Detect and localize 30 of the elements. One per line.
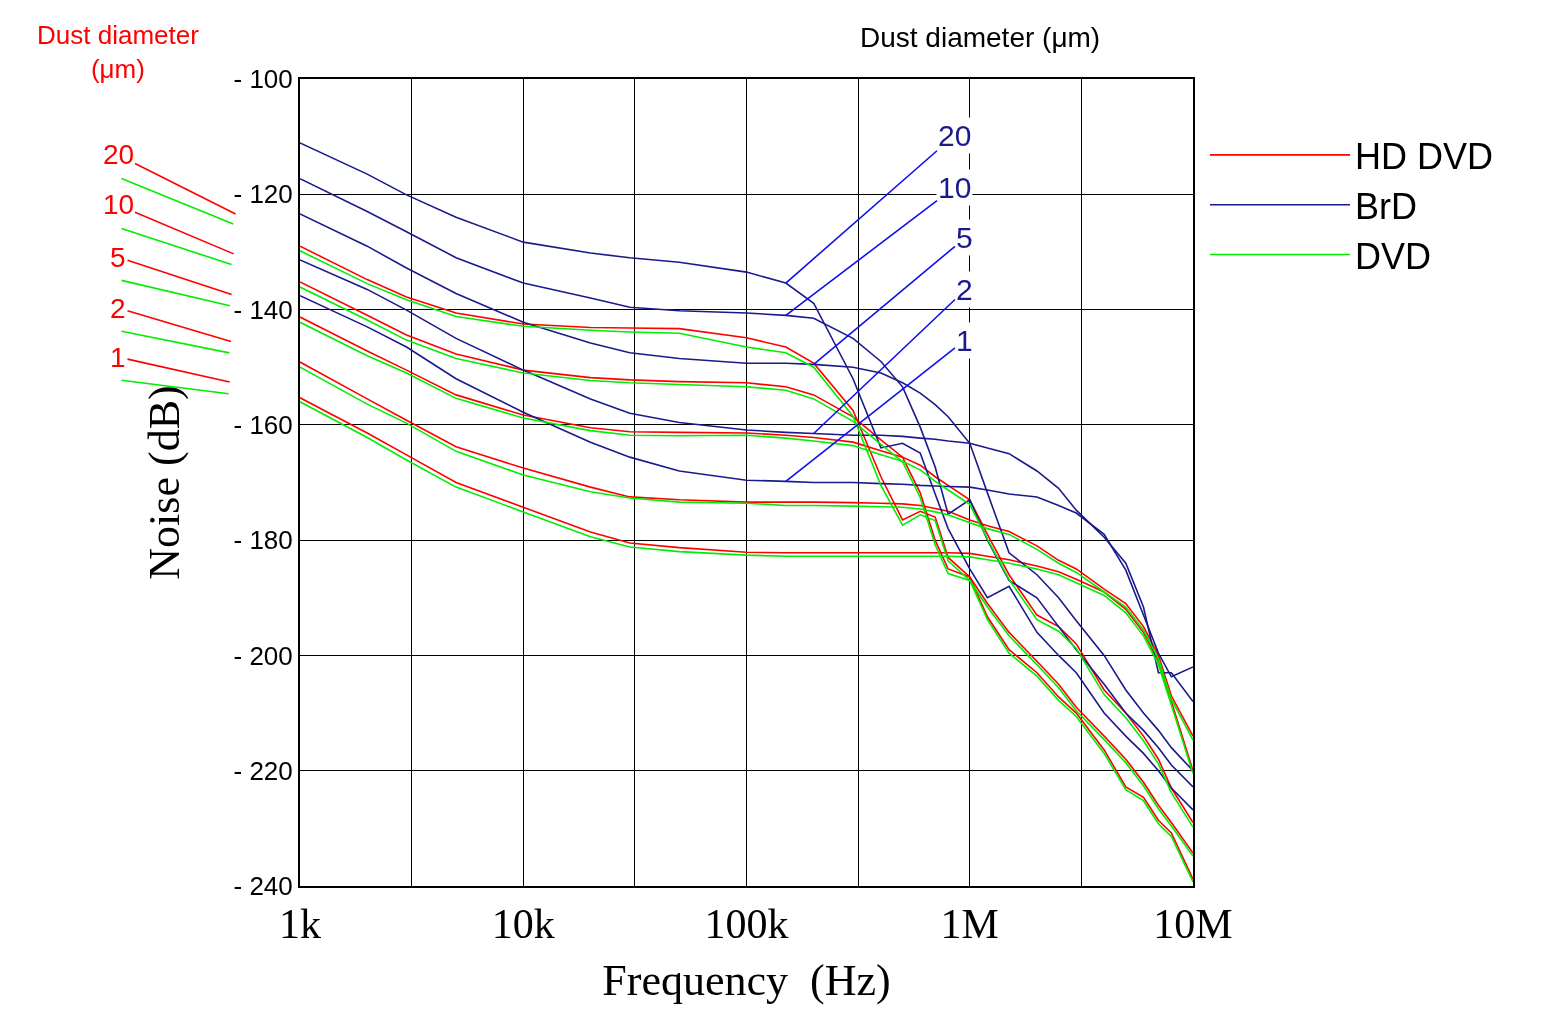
text: Dust diameter (μm) [860,22,1101,53]
y-tick-label: - 240 [233,871,293,902]
legend-label: BrD [1355,185,1417,227]
annotation: 1 [956,324,973,357]
annotation: 20 [938,119,972,152]
x-tick-label: 1k [279,901,321,948]
legend-label: HD DVD [1355,135,1494,177]
y-tick-label: - 100 [233,64,293,95]
x-tick-label: 10M [1153,901,1233,948]
text: Dust diameter (μm) [37,20,200,84]
y-tick-label: - 220 [233,755,293,786]
annotation: 2 [956,273,973,306]
annotation: 5 [110,242,126,273]
annotation: 5 [956,221,973,254]
legend-label: DVD [1355,235,1432,277]
y-tick-label: - 200 [233,640,293,671]
x-tick-label: 100k [704,901,789,948]
y-tick-label: - 180 [233,525,293,556]
x-tick-label: 1M [940,901,999,948]
y-tick-label: - 120 [233,179,293,210]
y-axis-title: Noise (dB) [140,385,190,580]
annotation: 10 [103,189,135,220]
annotation: 10 [938,171,972,204]
x-tick-label: 10k [491,901,555,948]
annotation: 20 [103,139,135,170]
y-tick-label: - 140 [233,294,293,325]
annotation: 2 [110,293,126,324]
annotation: 1 [110,342,126,373]
x-axis-title: Frequency (Hz) [602,956,891,1006]
y-tick-label: - 160 [233,409,293,440]
